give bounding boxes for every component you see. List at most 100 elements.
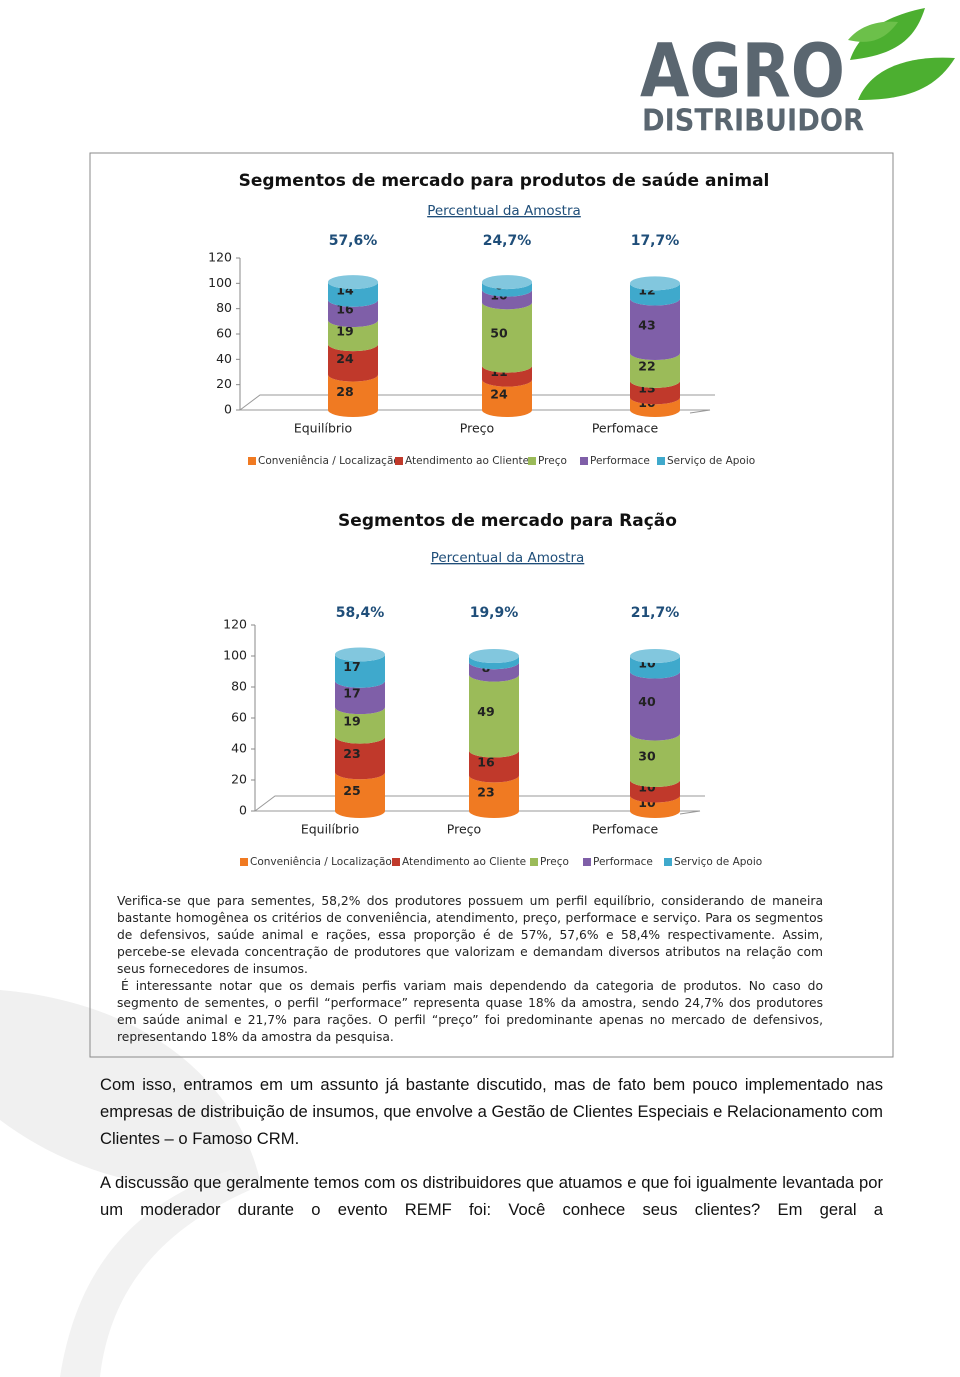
bar-segment	[630, 671, 680, 741]
chart-subtitle: Percentual da Amostra	[431, 550, 585, 566]
data-label: 49	[477, 704, 494, 719]
bar-segment	[469, 656, 519, 670]
bar-segment	[482, 379, 532, 417]
legend-label: Atendimento ao Cliente	[405, 455, 529, 467]
bar-segment	[469, 750, 519, 783]
x-tick-label: Perfomace	[592, 421, 659, 436]
watermark-stem	[60, 1170, 250, 1377]
data-label: 23	[343, 746, 360, 761]
bar-segment	[630, 283, 680, 306]
data-label: 22	[638, 358, 655, 373]
bar-segment	[630, 298, 680, 360]
y-tick-label: 120	[208, 250, 232, 265]
legend-swatch	[664, 858, 672, 866]
logo-leaf	[848, 21, 898, 42]
legend-label: Performace	[593, 856, 653, 868]
legend-swatch	[240, 858, 248, 866]
y-tick-label: 20	[231, 772, 247, 787]
bar-segment	[328, 374, 378, 417]
y-tick-label: 40	[216, 351, 232, 366]
data-label: 17	[343, 659, 360, 674]
x-tick-label: Equilíbrio	[294, 421, 352, 436]
data-label: 17	[343, 685, 360, 700]
bar-segment	[335, 736, 385, 780]
top-label: 58,4%	[336, 605, 385, 621]
legend-label: Serviço de Apoio	[667, 455, 755, 467]
top-label: 21,7%	[631, 605, 680, 621]
bar-top	[328, 275, 378, 290]
bar-segment	[630, 733, 680, 787]
x-tick-label: Preço	[460, 421, 494, 436]
bar-top	[630, 276, 680, 291]
data-label: 16	[477, 754, 495, 769]
bar-segment	[630, 353, 680, 388]
y-tick-label: 100	[208, 275, 232, 290]
legend-swatch	[583, 858, 591, 866]
bar-segment	[328, 299, 378, 328]
x-tick-label: Equilíbrio	[301, 822, 359, 837]
legend-label: Preço	[538, 455, 567, 467]
chart-title: Segmentos de mercado para produtos de sa…	[239, 171, 770, 191]
bar-segment	[482, 365, 532, 387]
bar-segment	[328, 320, 378, 352]
paragraph: Com isso, entramos em um assunto já bast…	[100, 1075, 883, 1148]
bar-segment	[482, 282, 532, 297]
floor	[254, 795, 705, 815]
data-label: 30	[638, 748, 656, 763]
legend-swatch	[580, 457, 588, 465]
x-tick-label: Perfomace	[592, 822, 659, 837]
legend-swatch	[248, 457, 256, 465]
y-tick-label: 60	[216, 326, 232, 341]
y-tick-label: 80	[216, 300, 232, 315]
floor	[239, 394, 715, 414]
bar-top	[469, 649, 519, 663]
top-label: 17,7%	[631, 233, 680, 249]
bar-top	[630, 649, 680, 663]
data-label: 43	[638, 317, 655, 332]
logo-bottom: DISTRIBUIDOR	[642, 104, 864, 139]
bar-segment	[469, 775, 519, 818]
paragraph: A discussão que geralmente temos com os …	[100, 1173, 883, 1219]
charts: Segmentos de mercado para produtos de sa…	[208, 171, 770, 868]
bar-segment	[335, 707, 385, 744]
legend-label: Performace	[590, 455, 650, 467]
logo-leaf	[858, 57, 955, 100]
y-tick-label: 60	[231, 710, 247, 725]
legend-swatch	[530, 858, 538, 866]
y-tick-label: 40	[231, 741, 247, 756]
legend-label: Conveniência / Localização	[250, 856, 392, 868]
logo-leaf	[850, 8, 925, 60]
legend-swatch	[657, 457, 665, 465]
bar-segment	[630, 780, 680, 803]
bar-segment	[630, 795, 680, 818]
legend-swatch	[395, 457, 403, 465]
data-label: 23	[477, 785, 494, 800]
paragraph: Verifica-se que para sementes, 58,2% dos…	[117, 894, 823, 976]
bar-segment	[335, 654, 385, 688]
data-label: 24	[490, 386, 508, 401]
bar-segment	[335, 772, 385, 818]
bar-segment	[482, 289, 532, 310]
chart-subtitle: Percentual da Amostra	[427, 203, 581, 219]
y-tick-label: 100	[223, 648, 247, 663]
bar-segment	[630, 656, 680, 679]
bar-top	[482, 275, 532, 290]
top-label: 19,9%	[470, 605, 519, 621]
legend-swatch	[528, 457, 536, 465]
legend-label: Conveniência / Localização	[258, 455, 400, 467]
x-tick-label: Preço	[447, 822, 481, 837]
y-tick-label: 120	[223, 617, 247, 632]
watermark-leaf	[0, 990, 260, 1188]
legend-label: Preço	[540, 856, 569, 868]
y-tick-label: 20	[216, 376, 232, 391]
top-label: 24,7%	[483, 233, 532, 249]
data-label: 24	[336, 351, 354, 366]
y-tick-label: 0	[239, 803, 247, 818]
data-label: 28	[336, 384, 353, 399]
data-label: 19	[343, 713, 360, 728]
logo-top: AGRO	[640, 29, 845, 115]
y-tick-label: 0	[224, 402, 232, 417]
bar-segment	[630, 380, 680, 405]
